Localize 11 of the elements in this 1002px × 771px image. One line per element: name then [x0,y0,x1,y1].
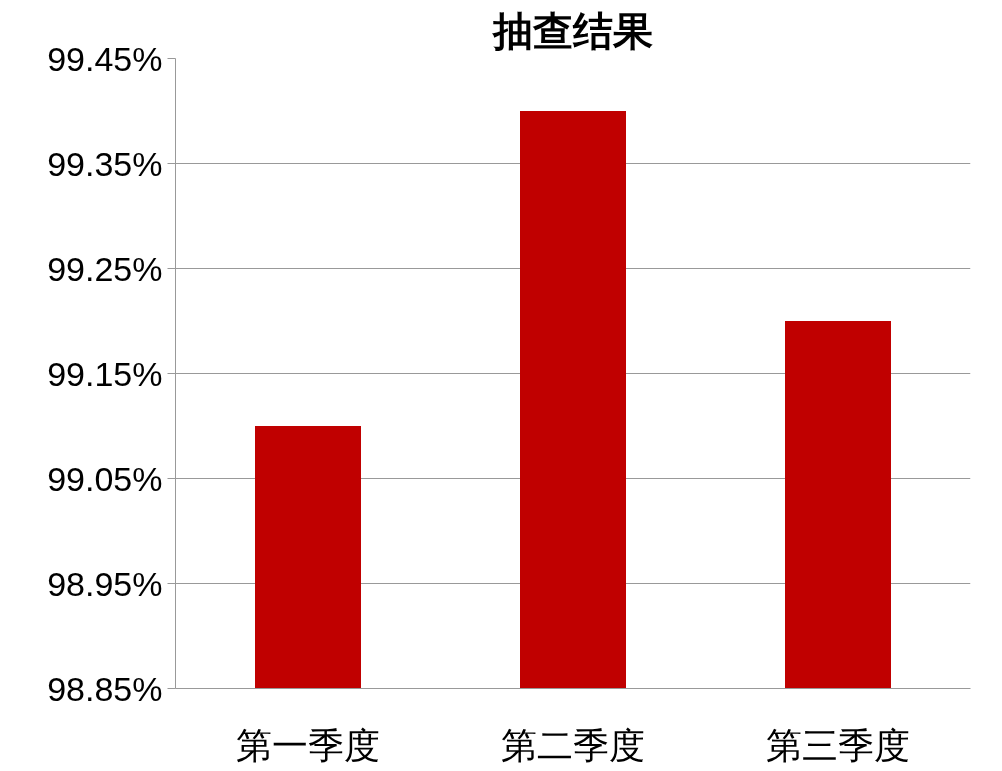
y-tick-label: 98.85% [47,669,163,708]
x-tick-label: 第一季度 [236,724,380,766]
y-tick-label: 99.15% [47,354,163,393]
y-tick-label: 99.25% [47,249,163,288]
y-tick-label: 99.35% [47,144,163,183]
y-tick-label: 99.05% [47,459,163,498]
chart-title: 抽查结果 [491,7,653,54]
y-tick-label: 99.45% [47,39,163,78]
x-tick-label: 第三季度 [766,724,910,766]
y-tick-label: 98.95% [47,564,163,603]
x-tick-label: 第二季度 [501,724,645,766]
